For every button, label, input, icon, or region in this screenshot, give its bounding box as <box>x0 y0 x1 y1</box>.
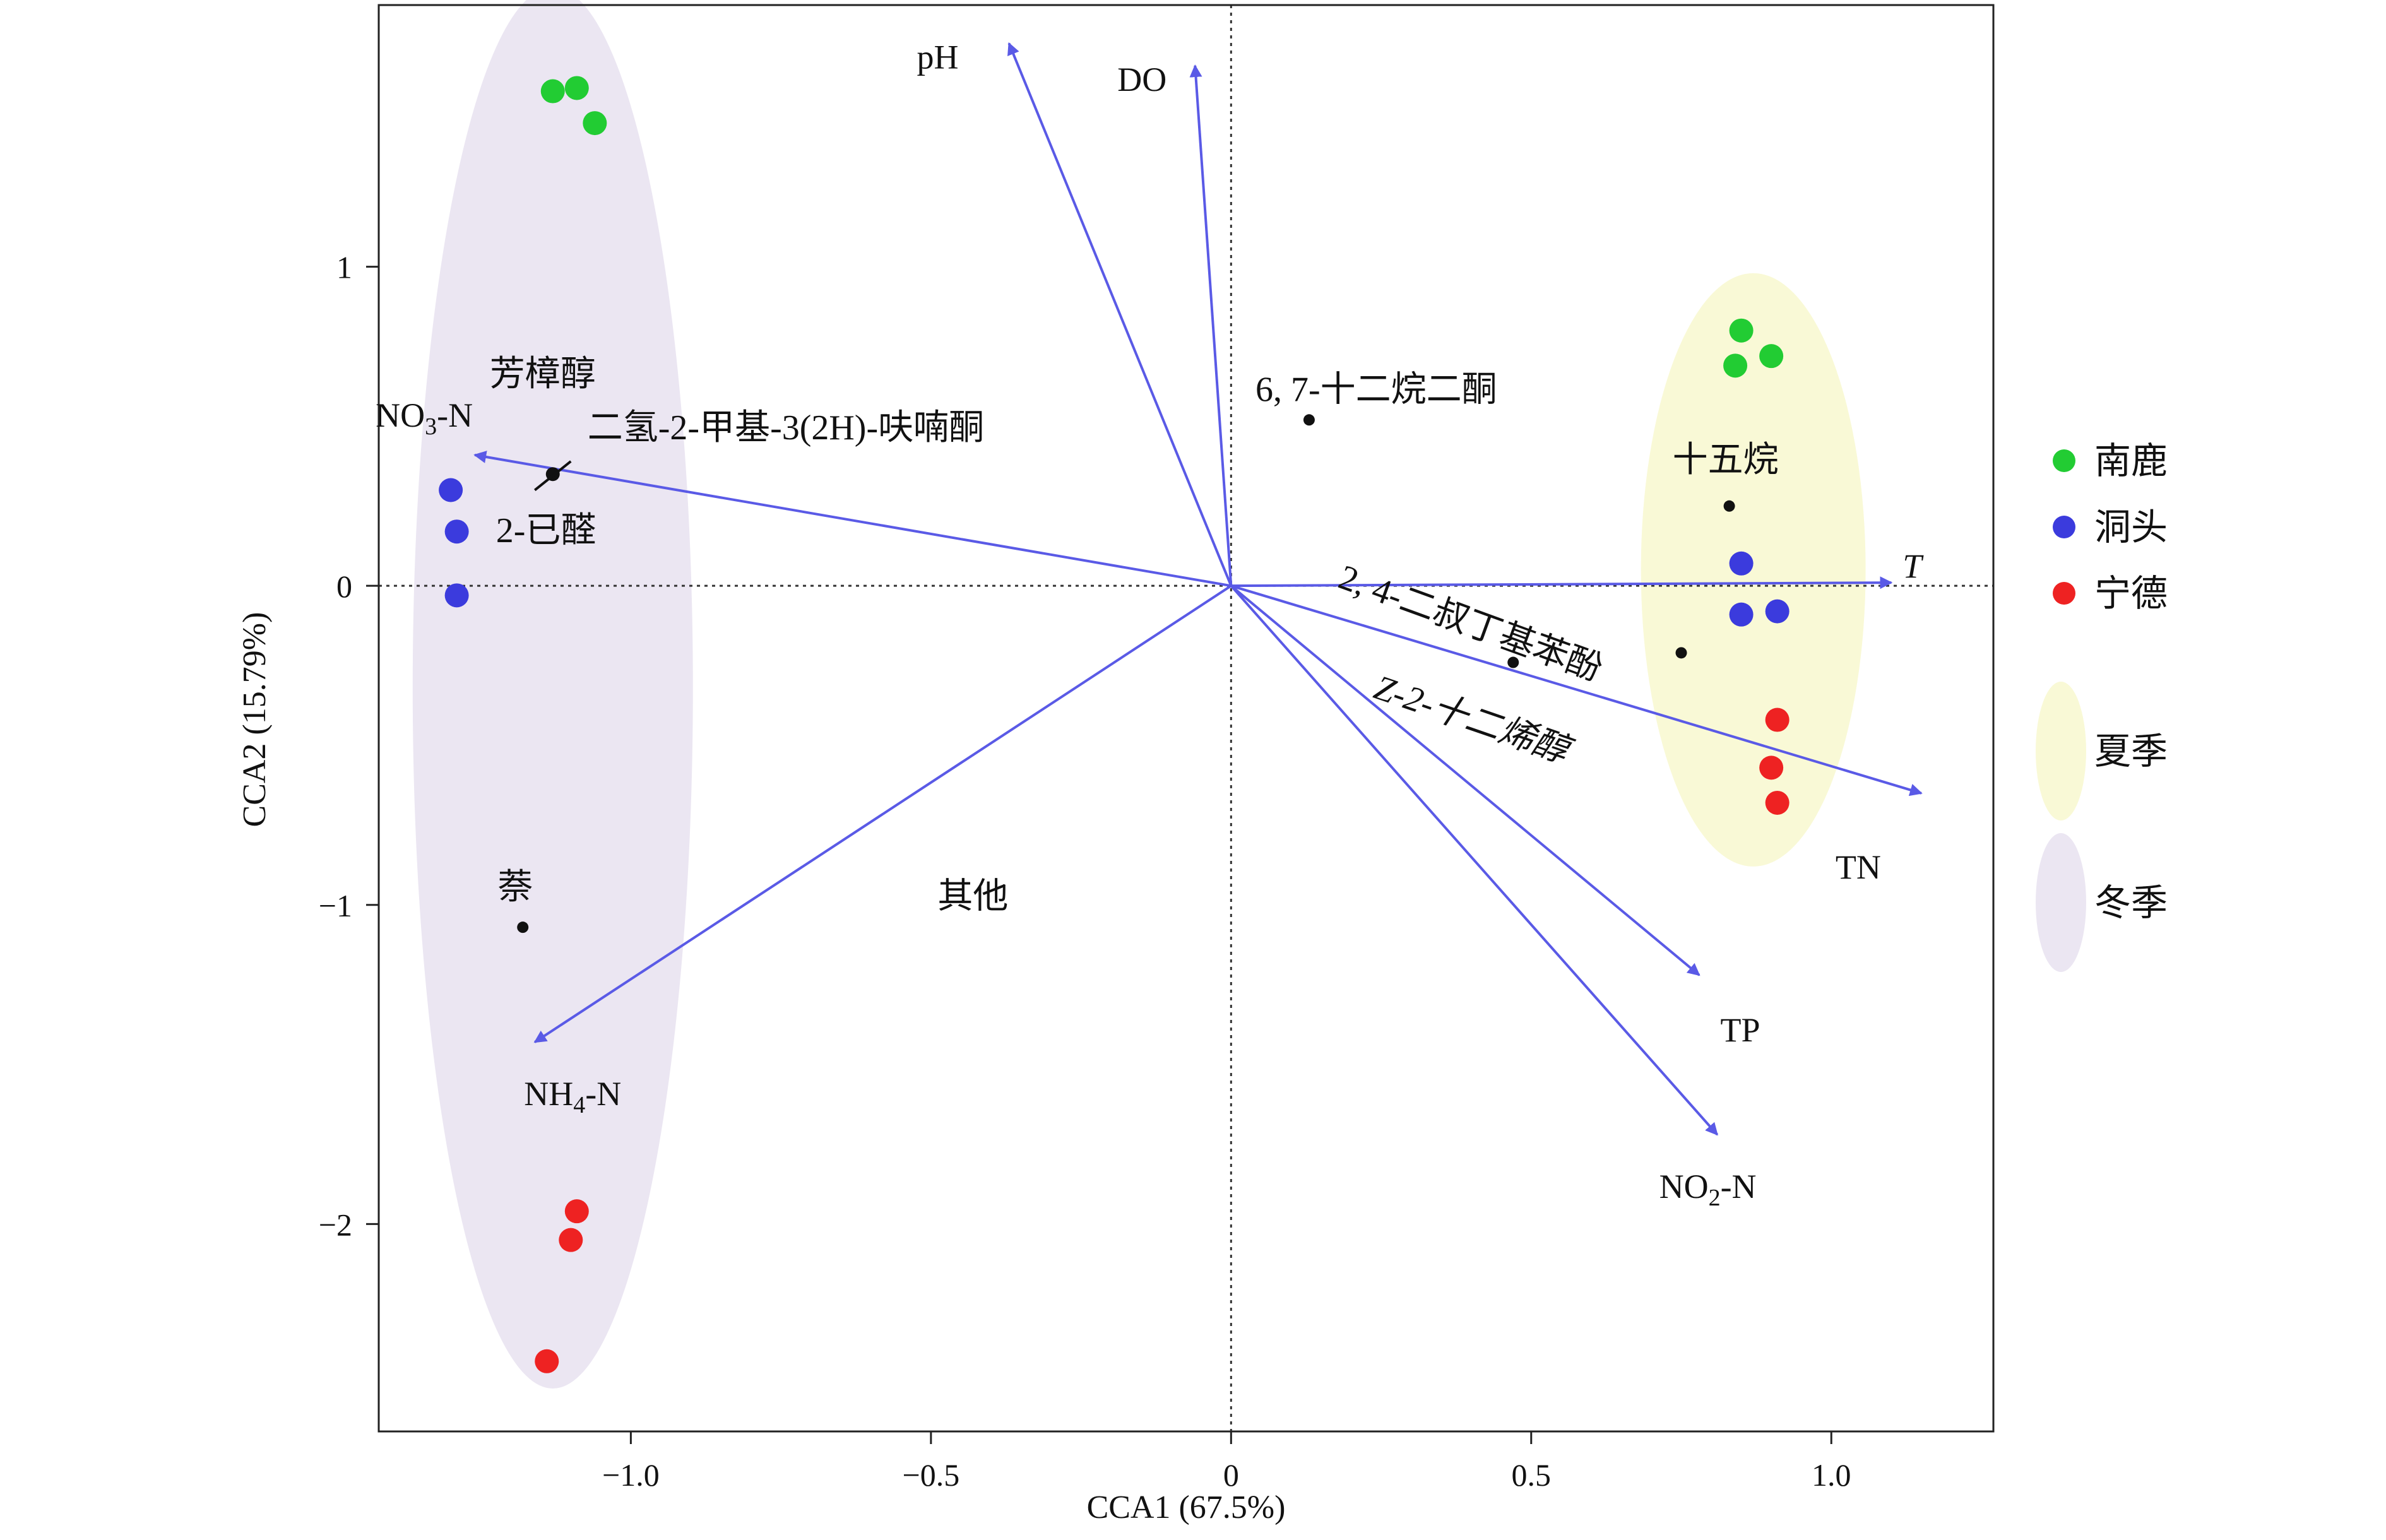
subscript: 3 <box>425 413 437 440</box>
site-point-group1-3 <box>583 111 607 136</box>
site-point-group2-2 <box>444 519 469 544</box>
vector-arrow-do <box>1189 64 1233 586</box>
winter-ellipse <box>412 0 693 1389</box>
compound-dot-6 <box>1507 656 1519 668</box>
legend-marker-site-1 <box>2053 449 2075 472</box>
site-point-group1-1 <box>540 79 565 104</box>
legend-label-site-2: 洞头 <box>2094 507 2168 548</box>
subscript: 4 <box>573 1092 585 1118</box>
compound-label-4: 6, 7-十二烷二酮 <box>1255 370 1497 409</box>
vector-label-nh4-n: NH4-N <box>524 1075 621 1118</box>
compound-dot-4 <box>1303 414 1315 426</box>
compound-leader-line <box>533 460 572 492</box>
suffix: -N <box>585 1075 621 1113</box>
legend-marker-site-3 <box>2053 582 2075 605</box>
vector-label-tn: TN <box>1836 848 1881 886</box>
site-point-group3-3 <box>535 1349 559 1373</box>
vector-arrow-tp <box>1230 584 1700 976</box>
x-tick-label-4: 0.5 <box>1512 1457 1552 1493</box>
axis-ticks: −1.0 −0.5 0 0.5 1.0 −2 −1 0 1 <box>319 250 1851 1493</box>
zero-reference-lines <box>379 5 1993 1431</box>
x-tick-label-2: −0.5 <box>903 1457 960 1493</box>
x-tick-label-1: −1.0 <box>602 1457 660 1493</box>
legend-marker-site-2 <box>2053 516 2075 538</box>
compound-dot-8 <box>517 921 529 933</box>
compound-label-2: 二氢-2-甲基-3(2H)-呋喃酮 <box>588 408 984 447</box>
y-axis-title: CCA2 (15.79%) <box>237 612 273 827</box>
x-tick-label-5: 1.0 <box>1812 1457 1851 1493</box>
compound-label-5: 十五烷 <box>1673 441 1779 480</box>
site-point-group3-4 <box>1765 708 1790 732</box>
compound-label-3: 2-已醛 <box>496 511 596 550</box>
environment-vectors <box>473 42 1923 1136</box>
compound-label-6: 2, 4-二叔丁基苯酚 <box>1334 557 1607 689</box>
suffix: -N <box>437 396 473 434</box>
compound-label-9: 其他 <box>937 877 1008 916</box>
vector-label-ph: pH <box>917 38 958 76</box>
vector-label-do: DO <box>1117 61 1166 98</box>
site-point-group2-3 <box>444 583 469 608</box>
compound-label-7: Z-2-十二烯醇 <box>1369 668 1578 773</box>
site-point-group3-2 <box>559 1228 583 1252</box>
legend-label-season-1: 夏季 <box>2094 731 2168 772</box>
x-tick-label-3: 0 <box>1223 1457 1239 1493</box>
site-point-group3-6 <box>1765 790 1790 815</box>
vector-arrow-t <box>1231 576 1893 589</box>
y-tick-label-4: 1 <box>336 250 352 285</box>
subscript: 2 <box>1709 1185 1721 1211</box>
legend-label-season-2: 冬季 <box>2094 882 2168 923</box>
vector-arrow-no3-n <box>473 451 1232 588</box>
compound-dot-7 <box>1675 647 1687 659</box>
suffix: -N <box>1721 1168 1757 1205</box>
summer-ellipse <box>1641 273 1866 867</box>
site-point-group1-2 <box>564 76 589 100</box>
site-point-group1-4 <box>1729 318 1754 343</box>
x-axis-title: CCA1 (67.5%) <box>1087 1490 1286 1525</box>
compound-label-1: 芳樟醇 <box>490 355 596 394</box>
y-tick-label-2: −1 <box>319 888 352 923</box>
legend-label-site-1: 南鹿 <box>2094 441 2168 482</box>
vector-labels: pH DO NO3-N T TN TP NO2-N NH4-N <box>376 38 1924 1211</box>
site-point-group2-4 <box>1729 551 1754 576</box>
compound-label-8: 萘 <box>497 868 533 907</box>
plot-frame <box>377 4 1995 1433</box>
vector-arrow-nh4-n <box>533 584 1232 1043</box>
legend-marker-season-2 <box>2036 833 2086 972</box>
site-point-group2-6 <box>1765 599 1790 624</box>
vector-label-no2-n: NO2-N <box>1659 1168 1757 1211</box>
compound-dot-5 <box>1723 500 1735 512</box>
site-point-group2-1 <box>439 478 463 502</box>
vector-arrow-tn <box>1230 584 1923 797</box>
season-ellipses <box>412 0 1866 1389</box>
legend-marker-season-1 <box>2036 682 2086 820</box>
vector-label-tp: TP <box>1721 1011 1760 1049</box>
site-point-group1-6 <box>1723 353 1748 378</box>
vector-arrow-no2-n <box>1230 584 1719 1136</box>
site-point-group1-5 <box>1759 344 1784 369</box>
compound-markers <box>517 414 1735 933</box>
vector-label-t: T <box>1902 547 1924 585</box>
site-point-group2-5 <box>1729 602 1754 627</box>
legend-label-site-3: 宁德 <box>2094 573 2168 614</box>
site-point-group3-5 <box>1759 755 1784 780</box>
vector-label-no3-n: NO3-N <box>376 396 473 440</box>
vector-arrow-ph <box>1007 42 1233 586</box>
site-point-group3-1 <box>564 1199 589 1224</box>
site-points <box>439 76 1790 1373</box>
y-tick-label-1: −2 <box>319 1207 352 1242</box>
y-tick-label-3: 0 <box>336 569 352 604</box>
